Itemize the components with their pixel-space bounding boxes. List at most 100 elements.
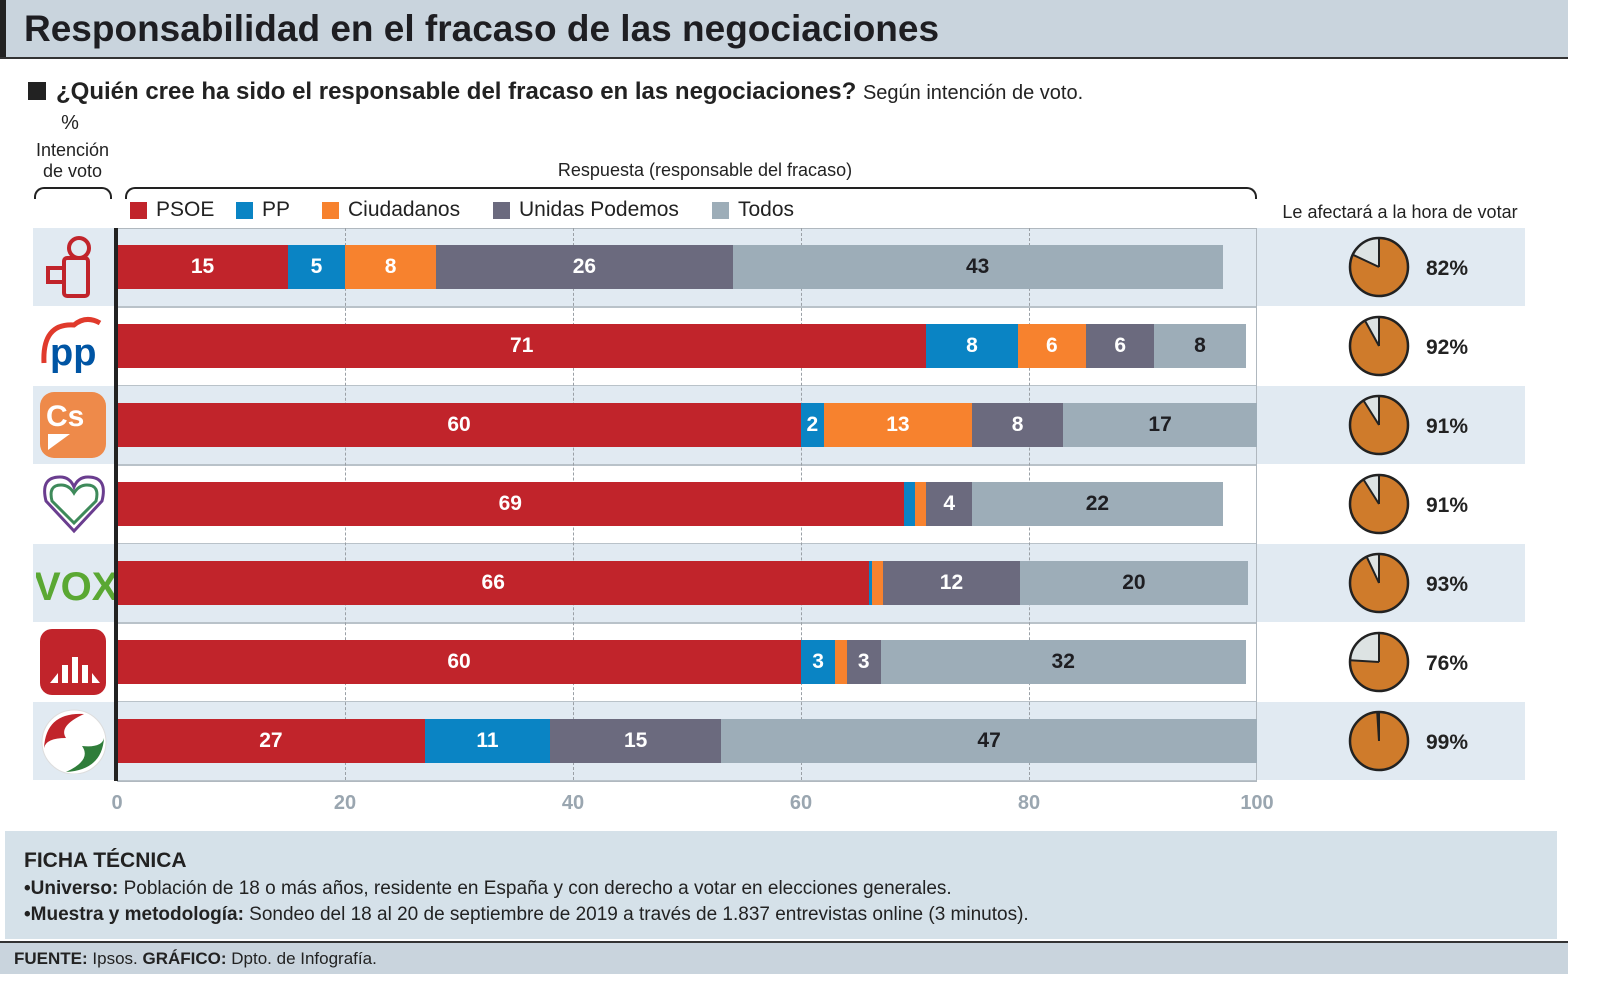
center-header: Respuesta (responsable del fracaso) xyxy=(557,160,853,180)
ficha-heading: FICHA TÉCNICA xyxy=(24,849,187,872)
pie-chart xyxy=(1348,236,1412,300)
pie-chart xyxy=(1348,552,1412,616)
bar-segment: 71 xyxy=(117,324,927,368)
legend-swatch xyxy=(130,201,147,219)
bar-label: 69 xyxy=(498,492,522,515)
bar-segment: 13 xyxy=(823,403,972,447)
header-accent xyxy=(0,0,6,57)
legend-label: Unidas Podemos xyxy=(519,198,679,221)
legend-label: Ciudadanos xyxy=(348,198,461,221)
bar-label: 6 xyxy=(1045,334,1058,357)
legend-item: Ciudadanos xyxy=(322,198,460,222)
bar-label: 8 xyxy=(1011,413,1024,436)
ficha-muestra: •Muestra y metodología: Sondeo del 18 al… xyxy=(24,904,1029,926)
universo-label: •Universo: xyxy=(24,878,119,899)
bar-label: 47 xyxy=(977,729,1001,752)
bar-segment xyxy=(903,482,915,526)
row-divider xyxy=(117,464,1257,466)
bar-label: 43 xyxy=(966,255,990,278)
bar-label: 32 xyxy=(1051,650,1075,673)
bar-segment: 3 xyxy=(801,640,836,684)
bar-label: 13 xyxy=(886,413,910,436)
bar-segment: 8 xyxy=(926,324,1018,368)
bar-label: 60 xyxy=(447,650,471,673)
bar-label: 5 xyxy=(310,255,323,278)
pie-label: 93% xyxy=(1426,573,1469,596)
fuente-label: FUENTE: xyxy=(14,949,88,968)
bar-label: 3 xyxy=(812,650,824,673)
party-logo: Cs xyxy=(36,392,114,458)
pie-chart xyxy=(1348,631,1412,695)
x-tick-label: 40 xyxy=(561,792,585,814)
bar-segment: 22 xyxy=(972,482,1223,526)
chart-title: Responsabilidad en el fracaso de las neg… xyxy=(24,8,940,49)
pie-label: 91% xyxy=(1426,415,1469,438)
left-brace xyxy=(34,187,112,199)
bar-segment: 32 xyxy=(880,640,1246,684)
legend-item: PSOE xyxy=(130,198,214,222)
pie-chart xyxy=(1348,394,1412,458)
right-header: Le afectará a la hora de votar xyxy=(1282,202,1518,222)
bar-label: 20 xyxy=(1122,571,1146,594)
bar-label: 11 xyxy=(476,729,499,752)
bar-label: 3 xyxy=(857,650,870,673)
fuente-text: Ipsos. xyxy=(87,949,143,968)
bar-segment: 66 xyxy=(117,561,870,605)
bar-segment: 4 xyxy=(926,482,972,526)
svg-text:VOX: VOX xyxy=(36,565,114,609)
bar-label: 71 xyxy=(510,334,534,357)
x-tick-label: 80 xyxy=(1017,792,1041,814)
bar-segment xyxy=(869,561,872,605)
bar-segment: 17 xyxy=(1063,403,1257,447)
legend-label: PSOE xyxy=(156,198,215,221)
party-logo xyxy=(36,629,114,695)
intencion-line1: Intención xyxy=(35,140,110,160)
legend-swatch xyxy=(236,201,253,219)
svg-text:Cs: Cs xyxy=(46,400,84,433)
intencion-line2: de voto xyxy=(42,161,103,181)
bar-label: 8 xyxy=(1194,334,1206,357)
header-band xyxy=(0,0,1568,59)
center-brace xyxy=(125,187,1257,199)
grafico-label: GRÁFICO: xyxy=(142,949,227,968)
svg-text:pp: pp xyxy=(50,332,96,374)
bar-label: 17 xyxy=(1148,413,1172,436)
bullet-square xyxy=(28,82,46,100)
ficha-universo: •Universo: Población de 18 o más años, r… xyxy=(24,878,952,900)
pct-label: % xyxy=(61,112,79,134)
legend-swatch xyxy=(712,201,729,219)
bar-segment: 20 xyxy=(1019,561,1248,605)
bar-segment: 60 xyxy=(117,403,801,447)
y-axis-line xyxy=(114,228,118,781)
bar-segment: 6 xyxy=(1017,324,1086,368)
bar-segment: 60 xyxy=(117,640,801,684)
pie-chart xyxy=(1348,710,1412,774)
pie-chart xyxy=(1348,315,1412,379)
x-tick-label: 0 xyxy=(111,792,123,814)
bar-label: 15 xyxy=(190,255,215,278)
bar-segment xyxy=(835,640,847,684)
bar-label: 26 xyxy=(572,255,597,278)
bar-segment: 11 xyxy=(424,719,551,763)
bar-segment: 47 xyxy=(721,719,1257,763)
pie-label: 99% xyxy=(1426,731,1469,754)
x-tick-label: 60 xyxy=(789,792,813,814)
pie-label: 76% xyxy=(1426,652,1469,675)
universo-text: Población de 18 o más años, residente en… xyxy=(118,878,952,899)
muestra-text: Sondeo del 18 al 20 de septiembre de 201… xyxy=(243,904,1029,925)
plot-frame xyxy=(117,228,1257,782)
bar-label: 8 xyxy=(966,334,978,357)
bar-label: 8 xyxy=(384,255,397,278)
bar-segment xyxy=(915,482,927,526)
pie-label: 91% xyxy=(1426,494,1469,517)
bar-label: 15 xyxy=(624,729,648,752)
row-divider xyxy=(117,622,1257,624)
bar-segment: 15 xyxy=(550,719,722,763)
muestra-label: •Muestra y metodología: xyxy=(24,904,244,925)
question-subtitle: Según intención de voto. xyxy=(862,82,1084,104)
x-tick-label: 20 xyxy=(333,792,357,814)
bar-segment: 8 xyxy=(1154,324,1246,368)
bar-segment: 2 xyxy=(801,403,824,447)
bar-segment: 26 xyxy=(436,245,733,289)
pie-label: 82% xyxy=(1426,257,1469,280)
